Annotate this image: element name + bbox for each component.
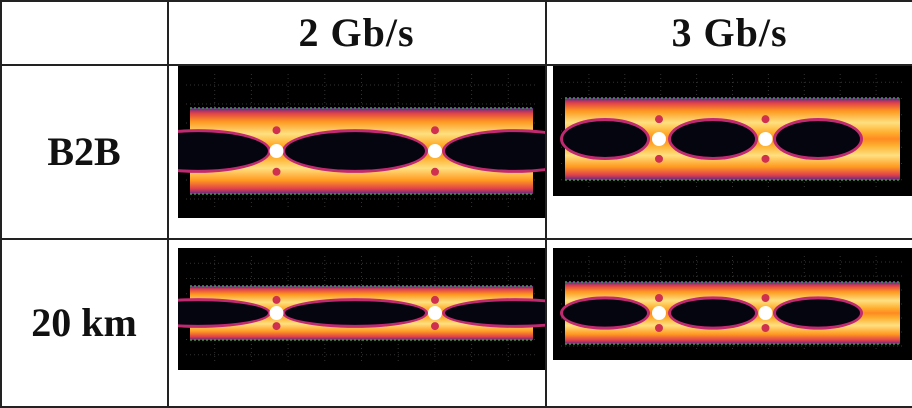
eye-diagram bbox=[178, 248, 545, 370]
row-label: 20 km bbox=[0, 240, 168, 406]
column-header: 2 Gb/s bbox=[168, 0, 545, 65]
eye-diagram bbox=[178, 66, 545, 218]
column-header: 3 Gb/s bbox=[547, 0, 912, 65]
eye-diagram bbox=[553, 66, 912, 196]
eye-diagram bbox=[553, 248, 912, 360]
row-label: B2B bbox=[0, 66, 168, 238]
figure-table: 2 Gb/s 3 Gb/s B2B 20 km bbox=[0, 0, 912, 408]
